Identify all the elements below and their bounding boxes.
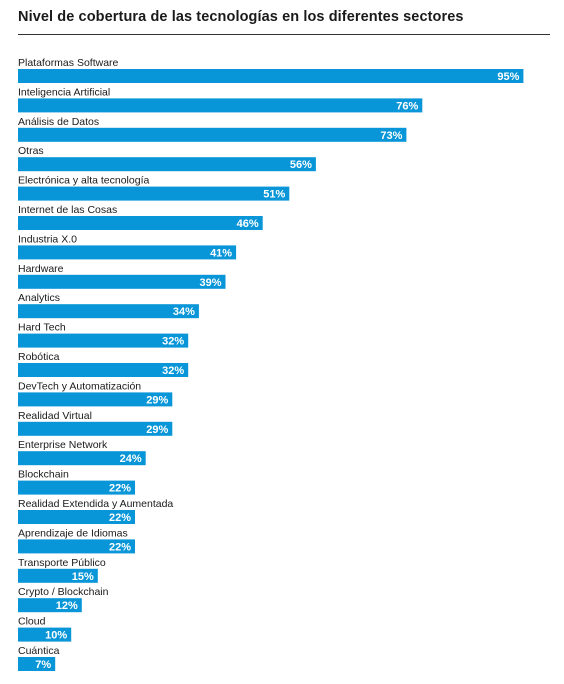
title-rule xyxy=(18,34,550,35)
bar xyxy=(18,69,524,83)
category-label: Robótica xyxy=(18,351,60,363)
bar-row: Analytics 34% xyxy=(18,292,199,319)
value-label: 22% xyxy=(109,541,131,553)
category-label: Hardware xyxy=(18,263,64,275)
category-label: Inteligencia Artificial xyxy=(18,86,110,98)
value-label: 22% xyxy=(109,483,131,495)
bar-row: Electrónica y alta tecnología 51% xyxy=(18,175,290,201)
bar xyxy=(18,627,72,642)
bar-row: Crypto / Blockchain 12% xyxy=(18,586,109,613)
chart-title: Nivel de cobertura de las tecnologías en… xyxy=(18,9,464,25)
bar-row: Realidad Virtual 29% xyxy=(18,410,173,436)
category-label: Analytics xyxy=(18,292,60,304)
value-label: 15% xyxy=(72,571,94,583)
value-label: 76% xyxy=(396,100,418,112)
category-label: DevTech y Automatización xyxy=(18,380,141,392)
value-label: 32% xyxy=(162,336,184,348)
bar xyxy=(18,657,56,671)
value-label: 12% xyxy=(56,600,78,612)
bar xyxy=(18,392,173,407)
bar xyxy=(18,539,135,554)
bar xyxy=(18,127,407,142)
category-label: Cuántica xyxy=(18,645,60,657)
category-label: Cloud xyxy=(18,616,46,628)
bar xyxy=(18,157,316,172)
category-label: Industria X.0 xyxy=(18,233,77,245)
bar-row: Blockchain 22% xyxy=(18,469,135,495)
bar xyxy=(18,421,173,436)
bar-row: Cuántica 7% xyxy=(18,645,60,671)
bar-row: Transporte Público 15% xyxy=(18,557,106,583)
bar-row: Robótica 32% xyxy=(18,351,189,377)
bar xyxy=(18,216,263,230)
bar-row: Realidad Extendida y Aumentada 22% xyxy=(18,498,173,524)
bar-row: Hard Tech 32% xyxy=(18,322,189,348)
value-label: 41% xyxy=(210,247,232,259)
category-label: Transporte Público xyxy=(18,557,106,569)
bar xyxy=(18,98,423,113)
value-label: 34% xyxy=(173,306,195,318)
category-label: Enterprise Network xyxy=(18,439,108,451)
bar-row: Análisis de Datos 73% xyxy=(18,116,407,142)
value-label: 73% xyxy=(380,130,402,142)
category-label: Aprendizaje de Idiomas xyxy=(18,527,128,539)
category-label: Realidad Virtual xyxy=(18,410,92,422)
bar xyxy=(18,245,237,260)
value-label: 24% xyxy=(120,453,142,465)
value-label: 7% xyxy=(35,659,51,671)
category-label: Blockchain xyxy=(18,469,69,481)
category-label: Internet de las Cosas xyxy=(18,204,117,216)
bar xyxy=(18,304,199,319)
bar-row: Otras 56% xyxy=(18,145,316,172)
category-label: Realidad Extendida y Aumentada xyxy=(18,498,173,510)
bar xyxy=(18,451,146,466)
bar xyxy=(18,568,98,583)
bar xyxy=(18,510,135,524)
value-label: 29% xyxy=(146,424,168,436)
bar-row: Industria X.0 41% xyxy=(18,233,237,260)
category-label: Otras xyxy=(18,145,44,157)
bar xyxy=(18,598,82,613)
bar-row: Inteligencia Artificial 76% xyxy=(18,86,423,113)
value-label: 22% xyxy=(109,512,131,524)
value-label: 32% xyxy=(162,365,184,377)
bar xyxy=(18,363,189,377)
bar-row: Internet de las Cosas 46% xyxy=(18,204,263,230)
value-label: 39% xyxy=(199,277,221,289)
category-label: Análisis de Datos xyxy=(18,116,99,128)
bar xyxy=(18,186,290,201)
bar xyxy=(18,274,226,289)
category-label: Crypto / Blockchain xyxy=(18,586,109,598)
bar-row: Plataformas Software 95% xyxy=(18,57,524,83)
value-label: 51% xyxy=(263,189,285,201)
value-label: 29% xyxy=(146,394,168,406)
value-label: 56% xyxy=(290,159,312,171)
category-label: Hard Tech xyxy=(18,322,66,334)
bar-row: Enterprise Network 24% xyxy=(18,439,146,466)
category-label: Electrónica y alta tecnología xyxy=(18,175,149,187)
category-label: Plataformas Software xyxy=(18,57,119,69)
bar xyxy=(18,480,135,495)
bar-row: Aprendizaje de Idiomas 22% xyxy=(18,527,135,554)
value-label: 46% xyxy=(237,218,259,230)
value-label: 95% xyxy=(497,71,519,83)
bar xyxy=(18,333,189,348)
bar-row: Hardware 39% xyxy=(18,263,226,289)
bar-row: Cloud 10% xyxy=(18,616,72,642)
bar-row: DevTech y Automatización 29% xyxy=(18,380,173,407)
value-label: 10% xyxy=(45,630,67,642)
